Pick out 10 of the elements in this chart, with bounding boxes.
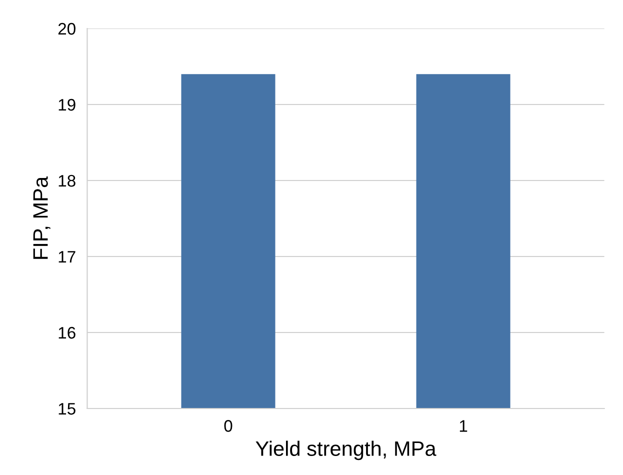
y-tick-label: 16 [58,326,76,339]
y-tick-label: 18 [58,174,76,187]
x-tick-label: 0 [224,420,232,432]
y-axis-title: FIP, MPa [33,176,50,259]
x-tick-label: 1 [460,420,468,432]
y-tick-label: 20 [58,22,76,35]
y-tick-label: 19 [58,98,76,111]
x-axis-title: Yield strength, MPa [256,440,436,460]
y-tick-label: 15 [58,403,76,415]
y-tick-label: 17 [58,251,76,263]
